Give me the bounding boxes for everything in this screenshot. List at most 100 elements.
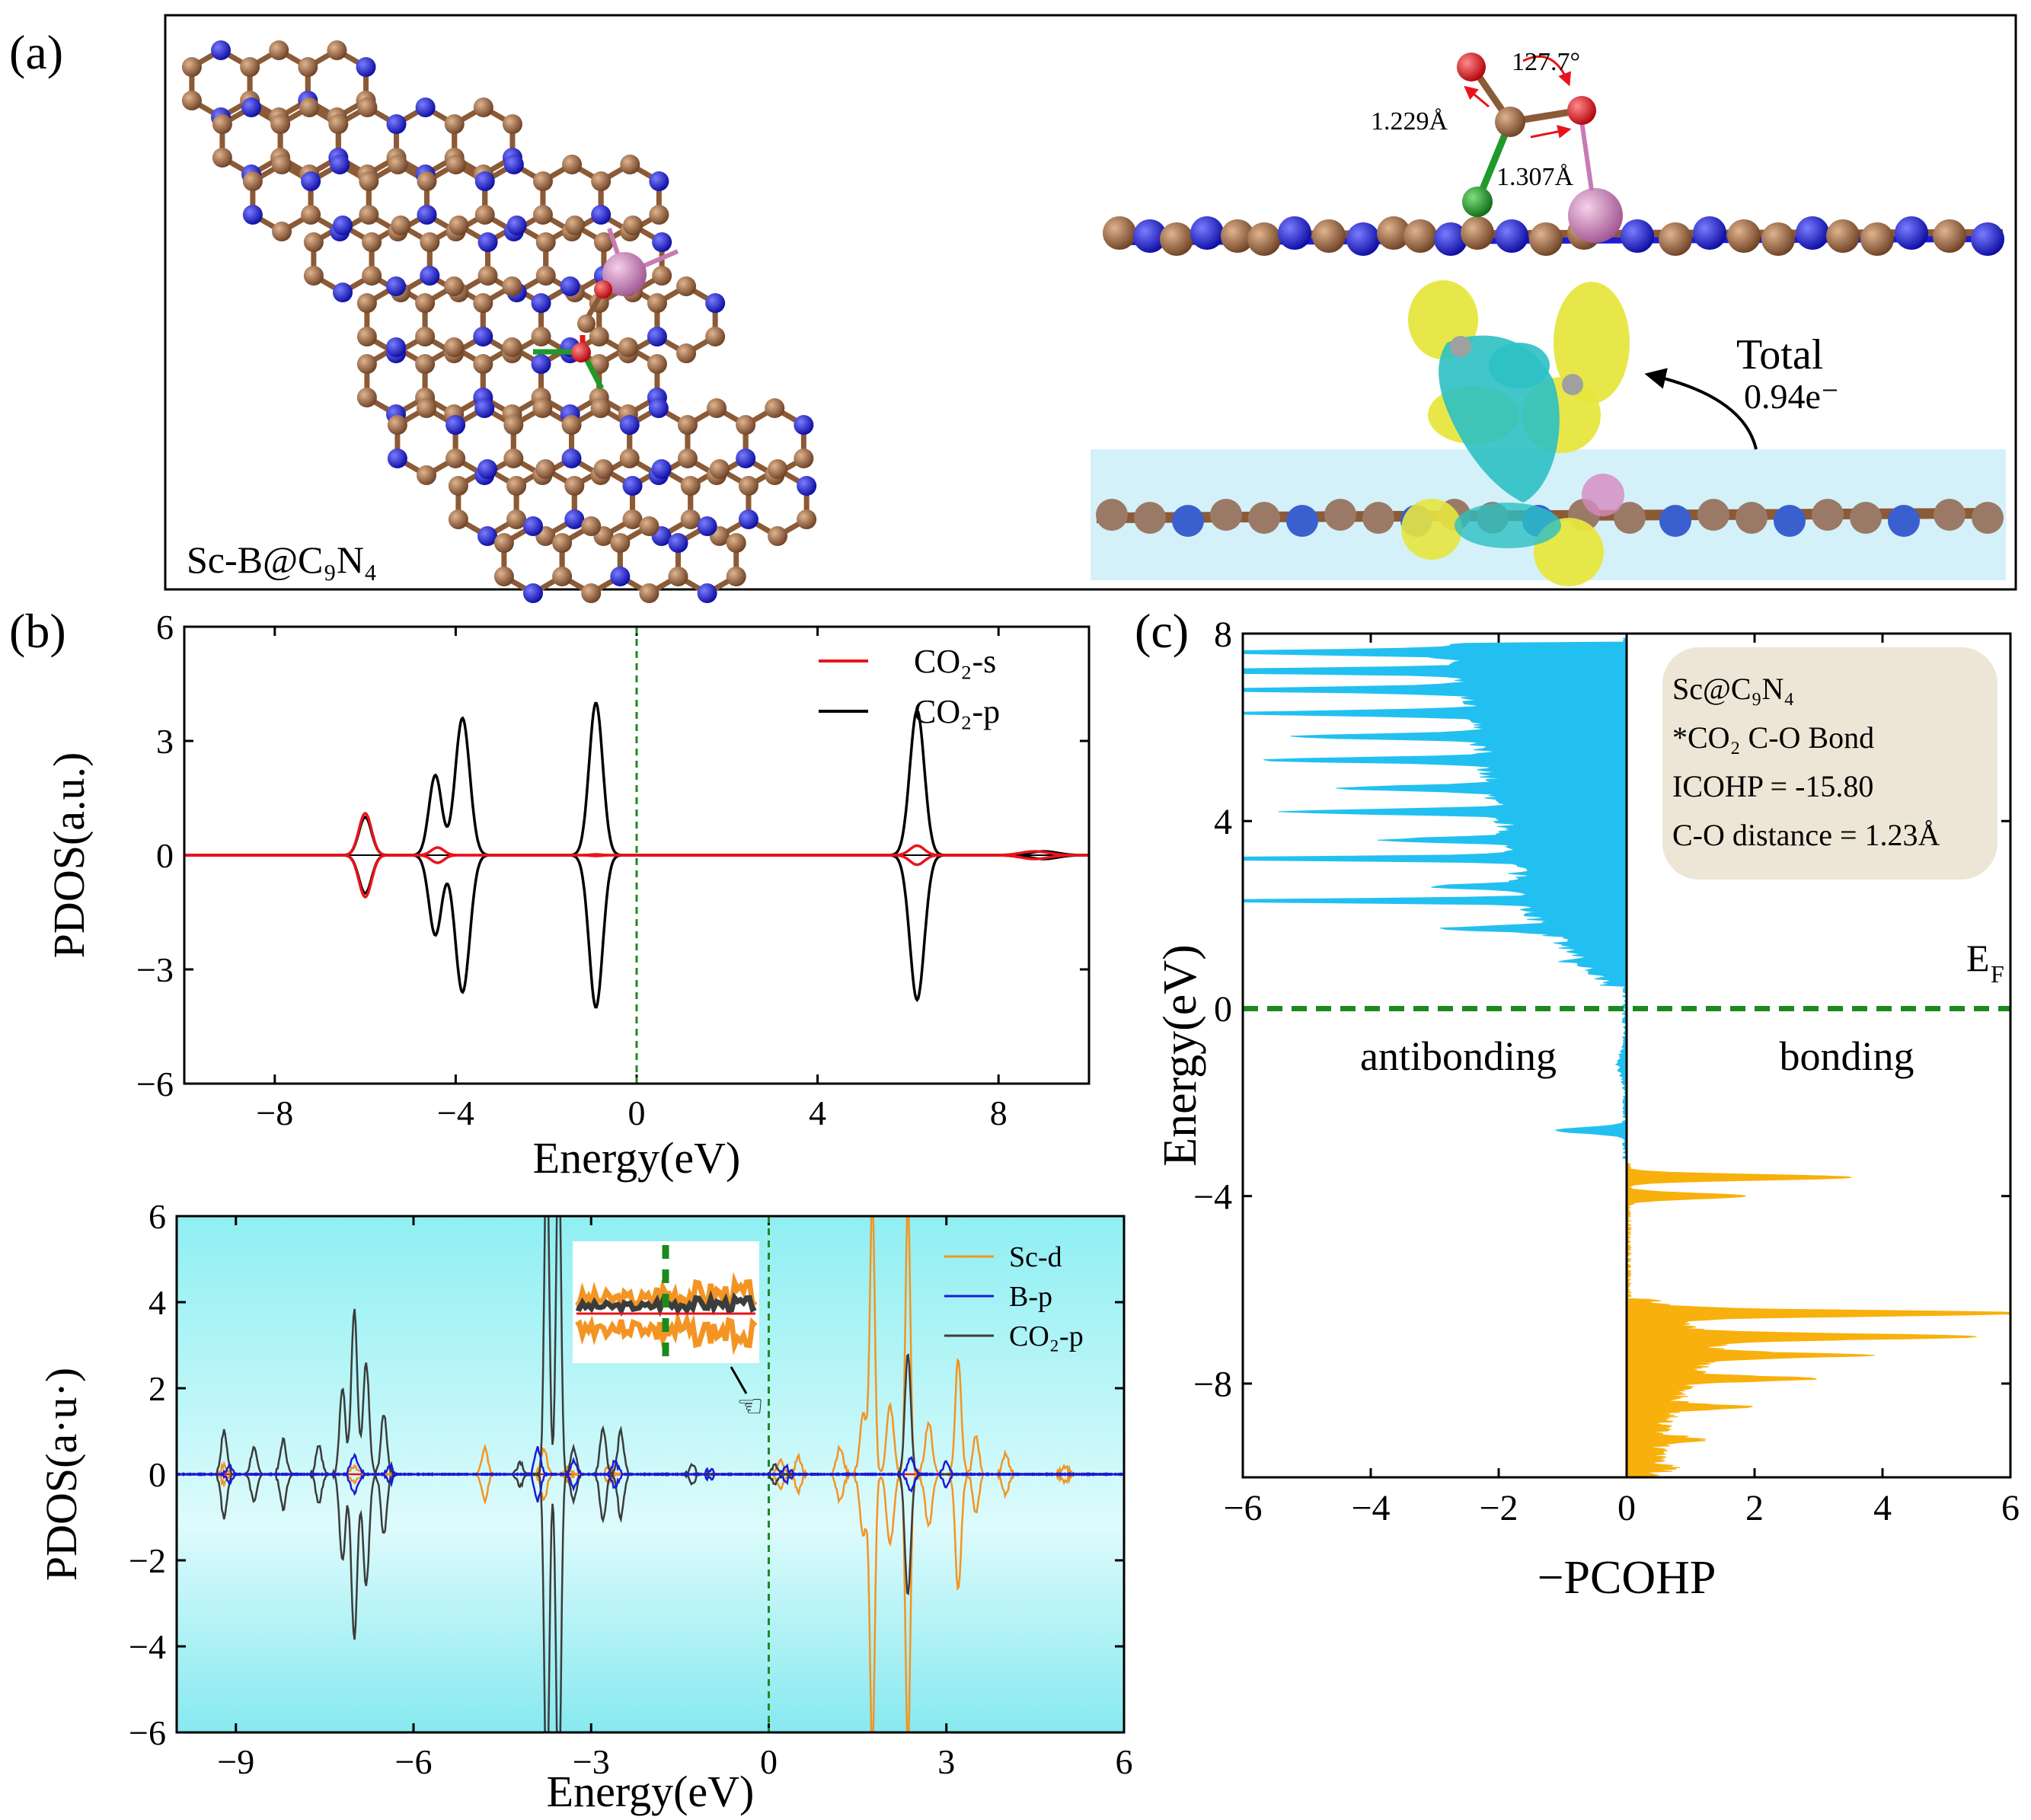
carbon-atom [1377,216,1410,250]
carbon-atom [415,327,436,346]
nitrogen-atom [1971,222,2004,256]
carbon-atom [680,476,701,496]
carbon-atom [561,415,582,435]
carbon-atom [564,216,585,235]
pdos-top-chart: −8 −4 0 4 8 −6 −3 0 3 6 CO₂-s CO₂-p Energy(eV) PDOS(a… [44,608,1091,1183]
inset-plot [575,1245,758,1359]
nitrogen-atom [241,97,261,117]
carbon-atom [676,276,697,296]
x-tick-label: 0 [760,1742,778,1781]
carbon-atom [444,337,465,357]
inset-pointer [730,1366,748,1394]
nitrogen-atom [477,526,497,546]
carbon-atom [726,533,746,553]
info-line: C-O distance = 1.23Å [1672,818,1940,852]
y-tick-label: 8 [1214,615,1232,655]
carbon-atom [622,509,643,529]
carbon-atom [502,114,522,134]
carbon-atom [581,516,602,536]
carbon-atom [493,533,514,553]
carbon-atom [240,57,260,77]
carbon-atom [417,171,437,191]
nitrogen-atom [1172,505,1204,537]
carbon-atom [1247,222,1281,256]
nitrogen-atom [1621,219,1654,253]
nitrogen-atom [445,415,466,435]
charge-depletion-lobe [1455,503,1561,548]
nitrogen-atom [417,205,437,225]
carbon-atom [301,205,321,225]
carbon-atom [707,398,727,418]
oxygen-atom [1450,336,1471,357]
carbon-atom [303,232,324,252]
carbon-atom [1096,499,1128,531]
carbon-atom [552,567,573,586]
y-axis-label: PDOS(a.u.) [44,752,94,959]
carbon-atom [610,533,631,553]
carbon-atom [1934,499,1966,531]
carbon-atom [506,509,527,529]
nitrogen-atom [477,459,497,479]
carbon-atom [738,476,758,496]
carbon-atom [356,354,377,374]
carbon-atom [359,171,379,191]
carbon-atom [639,583,659,603]
carbon-atom [474,205,495,225]
carbon-atom [473,293,493,313]
bond-length-1: 1.229Å [1371,107,1448,136]
charge-depletion-lobe [1489,343,1550,388]
carbon-atom [619,449,640,468]
x-tick-label: −4 [1351,1488,1390,1528]
bond-arrow [1530,124,1572,139]
carbon-atom [649,205,669,225]
y-tick-label: 4 [1214,802,1232,842]
scandium-atom [602,252,647,296]
y-tick-label: 0 [156,836,174,875]
carbon-atom [362,232,382,252]
panel-c-label: (c) [1135,604,1189,658]
info-line: Sc@C₉N₄ [1672,672,1794,706]
y-tick-label: 0 [1214,989,1232,1030]
carbon-atom [272,155,292,174]
carbon-atom [1850,502,1882,534]
carbon-atom [270,114,291,134]
carbon-atom [181,91,202,110]
carbon-atom [448,476,468,496]
carbon-atom [535,459,556,479]
carbon-atom [445,449,466,468]
carbon-atom [677,449,698,468]
legend-label: B-p [1009,1281,1052,1313]
y-tick-label: 3 [156,722,174,761]
carbon-atom [212,148,232,168]
x-tick-label: −3 [573,1742,610,1781]
nitrogen-atom [1774,505,1806,537]
angle-label: 127.7° [1512,48,1580,76]
carbon-atom [620,155,640,174]
nitrogen-atom [697,583,717,603]
carbon-atom [1495,107,1525,137]
carbon-atom [726,567,746,586]
charge-accumulation-lobe [1554,282,1630,404]
carbon-atom [328,114,349,134]
nitrogen-atom [651,459,672,479]
panel-a-label: (a) [9,25,63,79]
nitrogen-atom [387,449,407,468]
nitrogen-atom [736,449,756,468]
structure-label: Sc-B@C₉N₄ [187,538,377,581]
fermi-label-subscript: F [1991,960,2004,988]
boron-atom [1462,187,1493,217]
carbon-atom [680,509,701,529]
plot-frame [183,625,1091,1085]
inset-sc-d [575,1309,758,1355]
carbon-atom [502,276,522,296]
carbon-atom [652,266,672,286]
nitrogen-atom [242,205,263,225]
carbon-atom [794,449,814,468]
nitrogen-atom [1190,216,1224,250]
carbon-atom [589,327,609,346]
charge-density-isosurface [1096,280,2004,586]
pcohp-chart: −6 −4 −2 0 2 4 6 −8 −4 0 4 8 Sc@C₉N₄ *CO₂ C-O Bond ICO… [1154,615,2020,1604]
nitrogen-atom [1278,216,1311,250]
carbon-atom [181,57,202,77]
nitrogen-atom [1888,505,1920,537]
